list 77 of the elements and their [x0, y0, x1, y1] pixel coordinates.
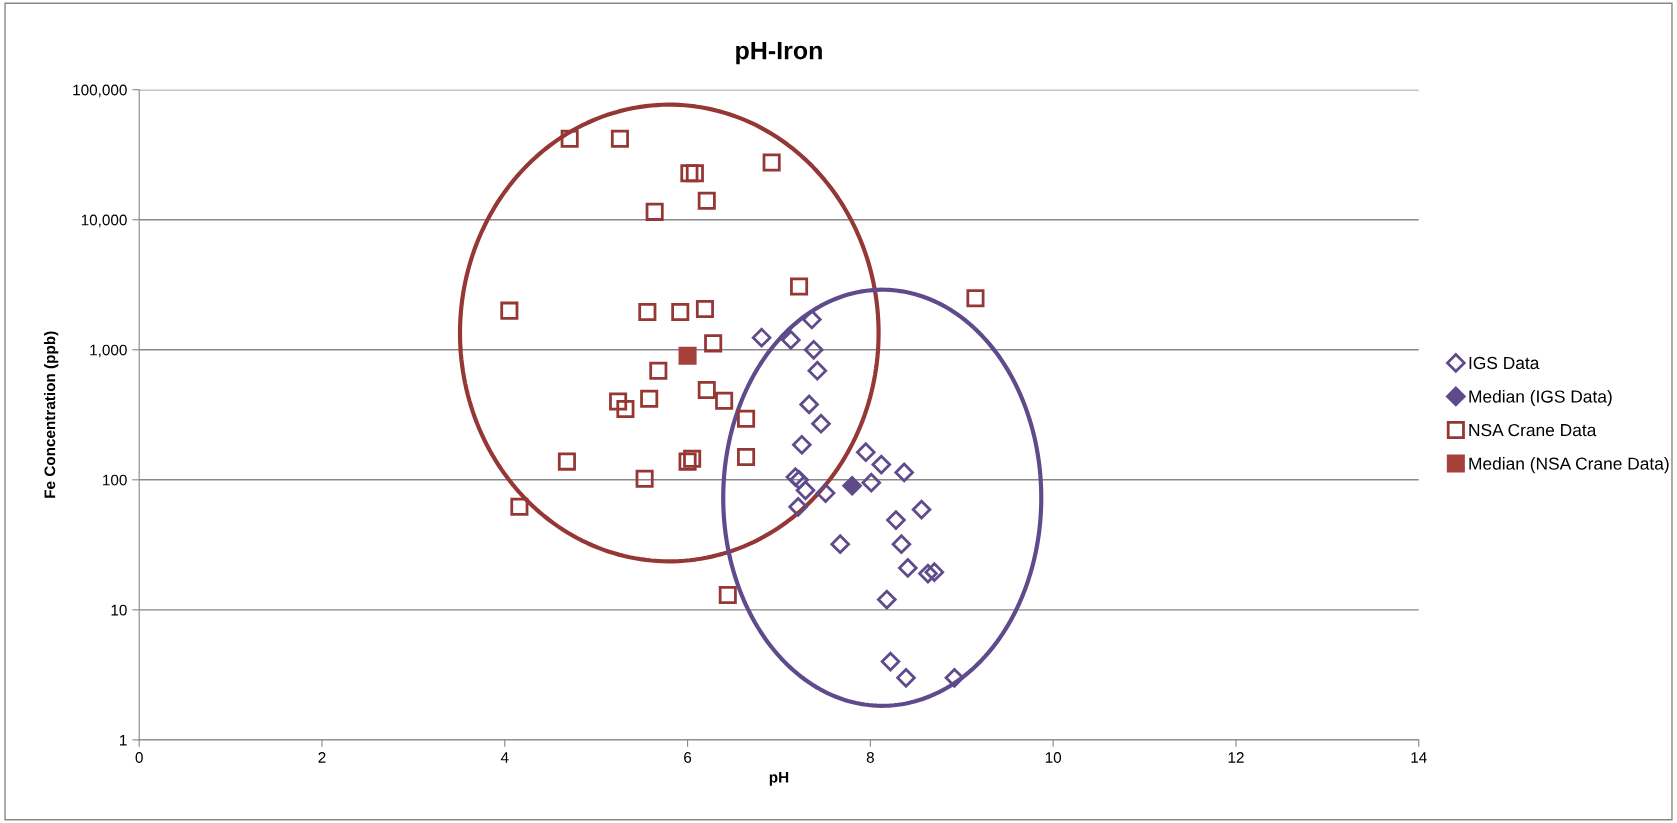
x-axis-title: pH	[769, 772, 789, 786]
chart-title: pH-Iron	[736, 41, 822, 65]
x-tick-label: 8	[866, 752, 874, 763]
point	[894, 462, 914, 483]
point	[877, 589, 897, 610]
point	[704, 334, 723, 353]
point	[815, 483, 836, 503]
point	[649, 361, 668, 380]
point	[715, 391, 734, 410]
point	[697, 191, 716, 210]
legend-label: NSA Crane Data	[1469, 423, 1597, 437]
point	[856, 442, 876, 462]
legend-label: IGS Data	[1469, 356, 1540, 370]
x-tick-label: 10	[1045, 752, 1062, 763]
point	[500, 301, 519, 320]
point	[695, 299, 714, 318]
point	[911, 499, 932, 520]
y-tick-label: 1	[120, 734, 127, 746]
point	[880, 651, 901, 672]
point	[557, 452, 576, 471]
point	[678, 452, 697, 471]
point	[811, 413, 831, 434]
point	[799, 394, 819, 415]
point	[762, 153, 781, 172]
point	[792, 434, 812, 455]
point	[795, 480, 816, 501]
point	[678, 346, 697, 365]
x-tick-label: 6	[684, 752, 692, 763]
point	[886, 510, 906, 530]
x-tick-label: 12	[1228, 752, 1244, 763]
point	[918, 563, 938, 584]
point	[861, 472, 882, 493]
y-tick-label: 100	[103, 474, 127, 486]
point	[803, 339, 824, 360]
point	[966, 289, 985, 308]
point	[510, 497, 529, 516]
point	[751, 327, 772, 348]
y-tick-label: 10,000	[81, 214, 127, 228]
x-tick-label: 14	[1411, 752, 1427, 763]
y-axis-title: Fe Concentration (ppb)	[44, 331, 59, 498]
x-tick-label: 0	[135, 752, 143, 763]
point	[718, 586, 737, 605]
point	[671, 303, 690, 322]
point	[685, 164, 704, 183]
point	[683, 449, 702, 468]
point	[697, 381, 716, 400]
y-tick-label: 100,000	[73, 84, 127, 98]
point	[790, 277, 809, 296]
x-tick-label: 4	[500, 752, 509, 763]
point	[924, 562, 945, 582]
point	[737, 409, 756, 428]
point	[635, 469, 654, 488]
point	[896, 668, 916, 688]
point	[781, 330, 801, 350]
point	[944, 668, 965, 688]
point	[842, 475, 862, 496]
point	[638, 303, 657, 322]
x-tick-label: 2	[318, 752, 326, 763]
point	[802, 309, 822, 330]
point	[830, 534, 850, 554]
point	[560, 129, 579, 148]
y-tick-label: 10	[111, 604, 127, 616]
legend-label: Median (NSA Crane Data)	[1469, 457, 1669, 474]
point	[610, 129, 629, 148]
point	[871, 454, 892, 475]
point	[680, 164, 699, 183]
point	[640, 389, 659, 408]
point	[645, 202, 664, 221]
point	[616, 400, 635, 419]
point	[609, 392, 628, 411]
legend-label: Median (IGS Data)	[1469, 389, 1612, 407]
point	[898, 558, 918, 578]
point	[807, 360, 828, 381]
y-tick-label: 1,000	[90, 344, 127, 358]
point	[788, 497, 808, 517]
point	[891, 534, 912, 554]
point	[737, 447, 756, 466]
